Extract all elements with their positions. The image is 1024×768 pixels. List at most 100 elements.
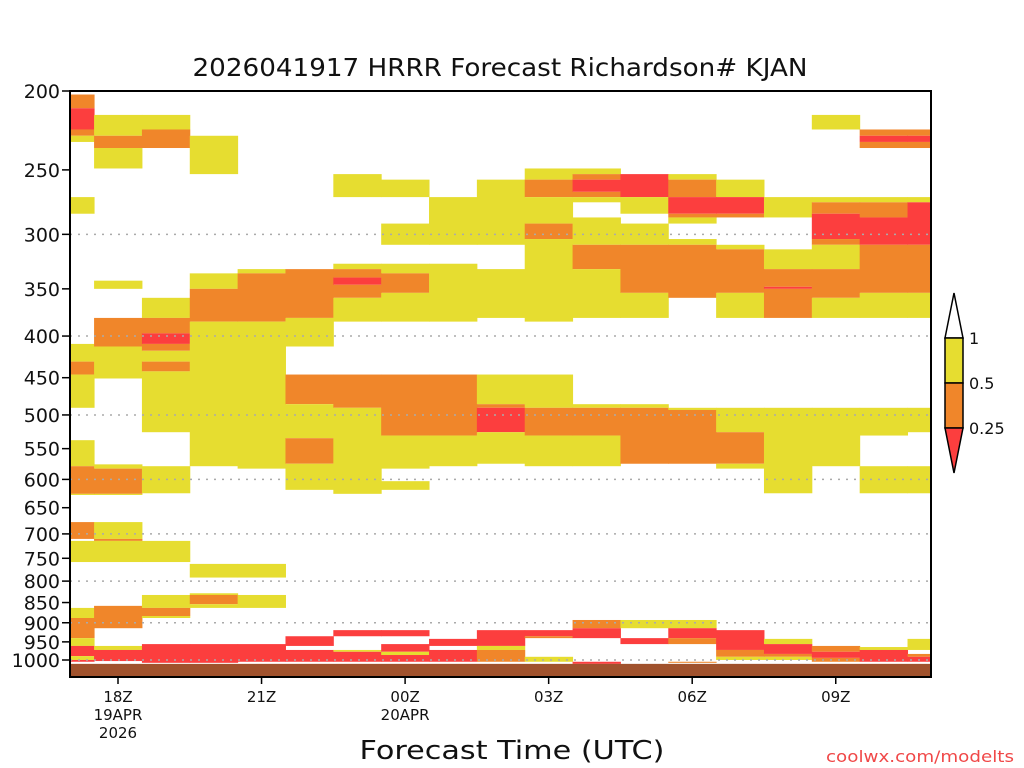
cell-07Z-y	[716, 463, 765, 469]
cell-01Z-o	[429, 374, 478, 436]
cell-10Z-y	[859, 407, 909, 436]
cell-23Z-y	[333, 649, 382, 652]
cell-05Z-y	[620, 223, 669, 245]
cell-19Z-y	[141, 371, 191, 433]
cell-18Z-y	[94, 280, 143, 289]
cell-06Z-y	[668, 619, 717, 629]
cell-02Z-o	[476, 649, 526, 662]
cell-04Z-o	[572, 174, 621, 180]
cell-05Z-r	[620, 638, 669, 645]
cell-18Z-y	[94, 493, 143, 495]
cell-01Z-y	[429, 263, 478, 322]
cell-10Z-y	[859, 197, 909, 203]
cell-18Z-r	[94, 649, 143, 662]
cell-06Z-o	[668, 244, 717, 298]
cell-09Z-o	[811, 269, 861, 298]
x-tick-label: 00Z	[390, 688, 419, 706]
cell-21Z-o	[237, 273, 286, 322]
cell-05Z-y	[620, 197, 669, 214]
cell-19Z-y	[141, 540, 191, 563]
cell-04Z-y	[572, 217, 621, 245]
cell-00Z-y	[381, 651, 430, 656]
y-axis: 200 250 300 350 400 450 500 550 600 650 7007508008…	[12, 81, 70, 672]
y-tick-label: 450	[24, 368, 60, 390]
cell-18Z-o	[94, 538, 143, 541]
cell-22Z-o	[285, 269, 334, 318]
cell-17Z-y	[70, 540, 95, 563]
cell-18Z-y	[94, 464, 143, 469]
cell-04Z-r	[572, 179, 621, 192]
cell-11Z-r	[907, 202, 932, 245]
cell-21Z-r	[237, 644, 286, 662]
x-tick-label: 03Z	[534, 688, 563, 706]
cell-20Z-o	[189, 288, 239, 322]
cell-02Z-y	[476, 179, 526, 245]
cell-19Z-o	[141, 317, 191, 334]
y-tick-label: 800	[24, 571, 60, 593]
cell-00Z-y	[381, 263, 430, 274]
cell-10Z-y	[859, 466, 909, 494]
cell-02Z-y	[476, 432, 526, 464]
cell-04Z-y	[572, 435, 621, 467]
cell-10Z-r	[859, 217, 909, 245]
cell-17Z-o	[70, 618, 95, 639]
cell-19Z-o	[141, 343, 191, 351]
cell-11Z-o	[907, 129, 932, 136]
cell-08Z-y	[763, 638, 813, 645]
y-tick-label: 300	[24, 224, 60, 246]
cell-20Z-y	[189, 321, 239, 467]
cell-22Z-y	[285, 463, 334, 490]
cell-23Z-o	[333, 284, 382, 298]
cell-19Z-y	[141, 616, 191, 619]
cell-11Z-r	[907, 135, 932, 142]
chart-title: 2026041917 HRRR Forecast Richardson# KJA…	[193, 53, 808, 82]
cell-04Z-o	[572, 191, 621, 198]
ground-band	[70, 663, 931, 677]
cell-04Z-o	[572, 619, 621, 629]
y-tick-label: 550	[24, 439, 60, 461]
cell-09Z-y	[811, 244, 861, 270]
credit-link[interactable]: coolwx.com/modelts	[826, 747, 1014, 766]
cell-18Z-o	[94, 605, 143, 629]
cell-03Z-o	[524, 636, 574, 639]
cell-10Z-o	[859, 202, 909, 218]
cell-02Z-o	[476, 404, 526, 408]
cell-09Z-r	[811, 213, 861, 240]
cell-06Z-y	[668, 174, 717, 180]
cell-20Z-r	[189, 644, 239, 663]
cell-19Z-y	[141, 114, 191, 130]
cell-00Z-y	[381, 223, 430, 245]
x-tick-label: 06Z	[678, 688, 707, 706]
cell-03Z-y	[524, 435, 574, 467]
y-tick-label: 350	[24, 279, 60, 301]
cell-02Z-r	[476, 407, 526, 433]
cell-18Z-o	[94, 317, 143, 347]
y-tick-label: 250	[24, 160, 60, 182]
cell-06Z-o	[668, 213, 717, 218]
x-tick-label: 21Z	[247, 688, 276, 706]
x-tick-year: 2026	[99, 724, 137, 742]
y-tick-label: 700	[24, 524, 60, 546]
cell-09Z-o	[811, 657, 861, 662]
cell-08Z-r	[763, 286, 813, 289]
plot-frame	[69, 90, 932, 678]
cell-07Z-y	[716, 179, 765, 198]
cell-00Z-o	[381, 273, 430, 293]
cell-05Z-y	[620, 404, 669, 408]
cell-22Z-o	[285, 438, 334, 464]
cell-08Z-r	[763, 644, 813, 654]
y-tick-label: 1000	[12, 650, 60, 672]
cell-17Z-o	[70, 466, 95, 494]
cell-00Z-y	[381, 481, 430, 490]
cell-18Z-o	[94, 468, 143, 494]
cell-10Z-y	[859, 647, 909, 650]
y-tick-label: 900	[24, 613, 60, 635]
cell-11Z-y	[907, 407, 932, 433]
cell-05Z-y	[620, 619, 669, 629]
legend-label: 1	[969, 329, 979, 348]
cell-17Z-o	[70, 522, 95, 539]
cell-17Z-y	[70, 374, 95, 408]
y-tick-label: 950	[24, 632, 60, 654]
cell-11Z-y	[907, 292, 932, 318]
